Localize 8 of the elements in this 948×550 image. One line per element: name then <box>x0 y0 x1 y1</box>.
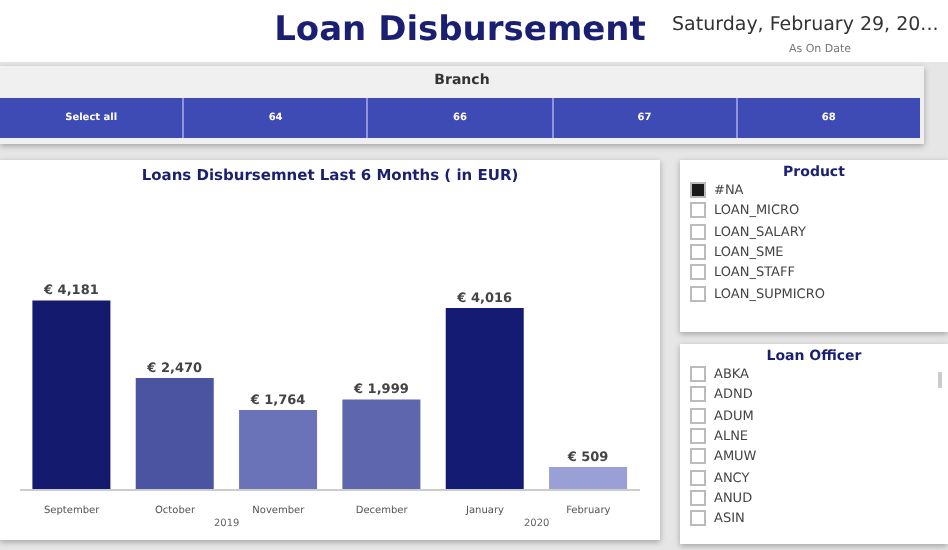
bar <box>32 300 111 490</box>
bar <box>135 378 214 490</box>
text: Saturday, February 29, 20... <box>672 14 939 36</box>
bar <box>342 399 421 490</box>
text: Loan Disbursement <box>272 10 648 50</box>
bar <box>239 410 318 490</box>
bar <box>549 466 628 490</box>
bar <box>445 307 524 490</box>
